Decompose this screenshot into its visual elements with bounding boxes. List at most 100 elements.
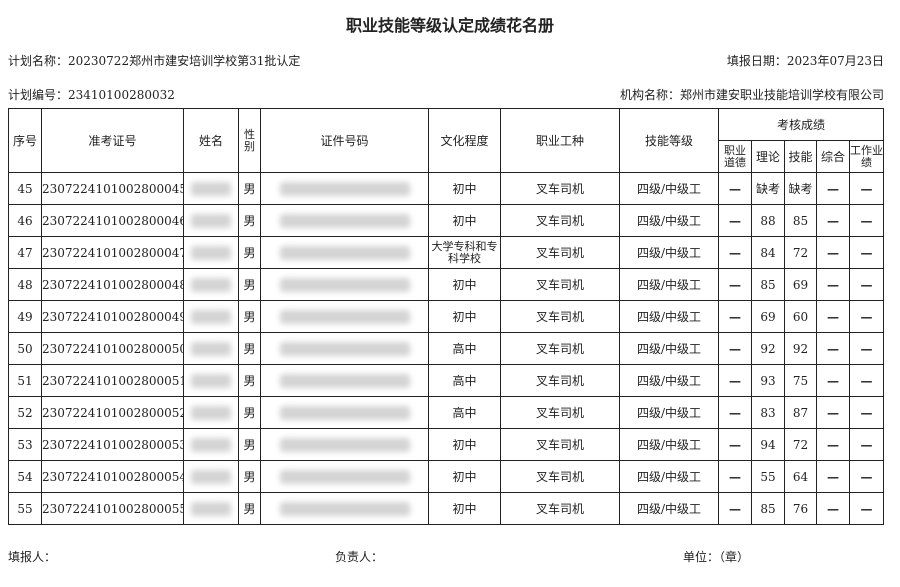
cell-occupation: 叉车司机 xyxy=(500,172,620,205)
table-row: 50 2307224101002800050 男高中 叉车司机 四级/中级工 —92 92—… xyxy=(8,332,885,365)
cell-skill: 64 xyxy=(784,460,817,493)
cell-level: 四级/中级工 xyxy=(619,332,719,365)
cell-occupation: 叉车司机 xyxy=(500,204,620,237)
cell-seq: 50 xyxy=(8,332,42,365)
cell-skill: 60 xyxy=(784,300,817,333)
cell-ethics: — xyxy=(718,492,752,525)
header-education: 文化程度 xyxy=(428,108,501,173)
cell-occupation: 叉车司机 xyxy=(500,268,620,301)
cell-overall: — xyxy=(816,428,850,461)
table-row: 52 2307224101002800052 男高中 叉车司机 四级/中级工 —83 87—… xyxy=(8,396,885,429)
cell-theory: 94 xyxy=(751,428,785,461)
cell-seq: 45 xyxy=(8,172,42,205)
table-row: 55 2307224101002800055 男初中 叉车司机 四级/中级工 —85 76—… xyxy=(8,492,885,525)
cell-skill: 85 xyxy=(784,204,817,237)
cell-exam-no: 2307224101002800051 xyxy=(41,364,184,397)
cell-overall: — xyxy=(816,460,850,493)
cell-theory: 83 xyxy=(751,396,785,429)
cell-skill: 87 xyxy=(784,396,817,429)
cell-performance: — xyxy=(848,300,885,333)
cell-gender: 男 xyxy=(238,332,261,365)
cell-performance: — xyxy=(848,268,885,301)
name-cell-redacted xyxy=(183,460,239,493)
cell-seq: 46 xyxy=(8,204,42,237)
id-cell-redacted xyxy=(260,428,429,461)
header-level: 技能等级 xyxy=(619,108,719,173)
id-cell-redacted xyxy=(260,268,429,301)
table-row: 48 2307224101002800048 男初中 叉车司机 四级/中级工 —85 69—… xyxy=(8,268,885,301)
cell-skill: 75 xyxy=(784,364,817,397)
cell-gender: 男 xyxy=(238,204,261,237)
cell-education: 初中 xyxy=(428,460,501,493)
cell-theory: 缺考 xyxy=(751,172,785,205)
name-cell-redacted xyxy=(183,172,239,205)
cell-ethics: — xyxy=(718,236,752,269)
cell-seq: 54 xyxy=(8,460,42,493)
table-row: 53 2307224101002800053 男初中 叉车司机 四级/中级工 —94 72—… xyxy=(8,428,885,461)
header-overall: 综合 xyxy=(816,140,850,173)
cell-performance: — xyxy=(848,460,885,493)
cell-exam-no: 2307224101002800055 xyxy=(41,492,184,525)
cell-gender: 男 xyxy=(238,428,261,461)
cell-overall: — xyxy=(816,300,850,333)
cell-exam-no: 2307224101002800054 xyxy=(41,460,184,493)
name-cell-redacted xyxy=(183,204,239,237)
plan-name: 计划名称：20230722郑州市建安培训学校第31批认定 xyxy=(8,54,301,68)
cell-education: 高中 xyxy=(428,364,501,397)
header-performance: 工作业绩 xyxy=(848,140,885,173)
cell-seq: 49 xyxy=(8,300,42,333)
header-ethics: 职业道德 xyxy=(718,140,752,173)
cell-theory: 92 xyxy=(751,332,785,365)
cell-ethics: — xyxy=(718,172,752,205)
org-name: 机构名称：郑州市建安职业技能培训学校有限公司 xyxy=(619,88,884,102)
table-row: 45 230722410100280004​5 男初中 叉车司机 四级/中级工 — 缺考 缺考… xyxy=(8,172,885,205)
name-cell-redacted xyxy=(183,332,239,365)
cell-occupation: 叉车司机 xyxy=(500,236,620,269)
cell-exam-no: 2307224101002800050 xyxy=(41,332,184,365)
header-exam-no: 准考证号 xyxy=(41,108,184,173)
name-cell-redacted xyxy=(183,492,239,525)
cell-performance: — xyxy=(848,204,885,237)
cell-gender: 男 xyxy=(238,172,261,205)
cell-overall: — xyxy=(816,332,850,365)
cell-education: 大学专科和专科学校 xyxy=(428,236,501,269)
plan-number: 计划编号：23410100280032 xyxy=(8,88,175,102)
cell-performance: — xyxy=(848,236,885,269)
cell-seq: 47 xyxy=(8,236,42,269)
cell-level: 四级/中级工 xyxy=(619,396,719,429)
cell-education: 高中 xyxy=(428,332,501,365)
name-cell-redacted xyxy=(183,300,239,333)
id-cell-redacted xyxy=(260,492,429,525)
cell-exam-no: 2307224101002800046 xyxy=(41,204,184,237)
cell-level: 四级/中级工 xyxy=(619,300,719,333)
cell-exam-no: 2307224101002800048 xyxy=(41,268,184,301)
cell-seq: 51 xyxy=(8,364,42,397)
header-gender: 性别 xyxy=(238,108,261,173)
name-cell-redacted xyxy=(183,364,239,397)
cell-theory: 93 xyxy=(751,364,785,397)
cell-exam-no: 2307224101002800053 xyxy=(41,428,184,461)
name-cell-redacted xyxy=(183,236,239,269)
cell-ethics: — xyxy=(718,268,752,301)
cell-level: 四级/中级工 xyxy=(619,236,719,269)
cell-overall: — xyxy=(816,492,850,525)
header-id-no: 证件号码 xyxy=(260,108,429,173)
cell-theory: 55 xyxy=(751,460,785,493)
cell-theory: 85 xyxy=(751,268,785,301)
cell-level: 四级/中级工 xyxy=(619,364,719,397)
id-cell-redacted xyxy=(260,204,429,237)
header-skill: 技能 xyxy=(784,140,817,173)
id-cell-redacted xyxy=(260,172,429,205)
cell-gender: 男 xyxy=(238,268,261,301)
cell-ethics: — xyxy=(718,460,752,493)
footer-filler: 填报人： xyxy=(8,550,57,564)
cell-overall: — xyxy=(816,204,850,237)
table-row: 47 2307224101002800047 男 大学专科和专科学校 叉车司机 四级/中级… xyxy=(8,236,885,269)
header-name: 姓名 xyxy=(183,108,239,173)
id-cell-redacted xyxy=(260,236,429,269)
cell-occupation: 叉车司机 xyxy=(500,460,620,493)
cell-exam-no: 2307224101002800052 xyxy=(41,396,184,429)
cell-education: 初中 xyxy=(428,204,501,237)
cell-overall: — xyxy=(816,364,850,397)
cell-occupation: 叉车司机 xyxy=(500,428,620,461)
